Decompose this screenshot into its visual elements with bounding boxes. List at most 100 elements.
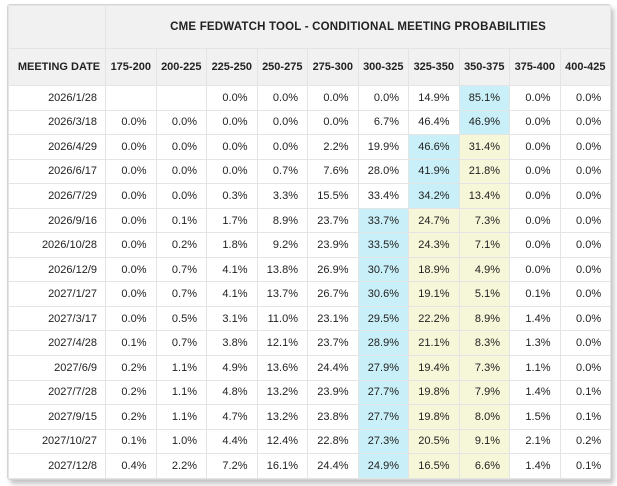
rate-column-header-325-350: 325-350 [408,48,460,86]
probability-cell: 19.4% [408,355,460,381]
probability-cell: 0.0% [105,183,157,209]
meeting-date-cell: 2027/1/27 [8,281,106,307]
meeting-date-cell: 2027/12/8 [8,453,106,479]
probability-cell: 0.0% [155,109,207,136]
probability-cell: 27.7% [357,379,409,406]
probability-cell: 0.0% [155,183,207,209]
probability-cell: 0.0% [256,134,308,160]
probability-cell: 0.0% [105,305,157,332]
meeting-date-cell: 2027/7/28 [8,379,106,406]
probability-cell: 27.7% [357,404,409,430]
probability-cell: 0.1% [509,281,561,307]
probability-cell: 9.1% [458,428,510,455]
probability-cell: 7.9% [458,379,510,406]
probability-cell: 0.0% [206,109,258,136]
probability-cell: 23.9% [307,232,359,258]
probability-cell: 1.0% [155,428,207,455]
probability-cell: 41.9% [408,158,460,185]
meeting-date-cell: 2027/10/27 [8,428,106,455]
probability-cell: 1.1% [155,404,207,430]
probability-cell: 9.2% [256,232,308,258]
probability-cell: 23.8% [307,404,359,430]
probability-cell: 28.9% [357,330,409,357]
rate-column-header-350-375: 350-375 [458,48,510,86]
probability-cell: 1.7% [206,207,258,234]
probability-cell: 0.0% [559,158,612,185]
probability-cell [155,85,207,111]
probability-cell: 1.1% [155,379,207,406]
probability-cell: 0.0% [509,158,561,185]
probability-cell: 0.4% [105,453,157,479]
rate-column-header-300-325: 300-325 [357,48,409,86]
probability-cell: 0.1% [105,428,157,455]
probability-cell: 33.5% [357,232,409,258]
probability-cell: 0.7% [155,330,207,357]
rate-column-header-400-425: 400-425 [559,48,612,86]
meeting-date-cell: 2027/6/9 [8,355,106,381]
probability-cell: 13.7% [256,281,308,307]
meeting-date-cell: 2026/9/16 [8,207,106,234]
table-row: 2027/9/15 0.2% 1.1% 4.7% 13.2% 23.8% 27.7% 19.8… [8,404,612,430]
probability-cell: 26.9% [307,256,359,283]
probability-cell: 0.0% [155,134,207,160]
probability-cell [105,85,157,111]
probability-cell: 8.9% [458,305,510,332]
probability-cell: 13.6% [256,355,308,381]
probability-cell: 0.0% [559,256,612,283]
meeting-date-cell: 2027/4/28 [8,330,106,357]
page-title: CME FEDWATCH TOOL - CONDITIONAL MEETING … [104,5,612,49]
probability-cell: 22.2% [408,305,460,332]
rate-column-header-175-200: 175-200 [105,48,157,86]
table-row: 2026/10/28 0.0% 0.2% 1.8% 9.2% 23.9% 33.5% 24.3… [8,232,612,258]
probability-cell: 26.7% [307,281,359,307]
probability-cell: 0.2% [105,404,157,430]
probability-cell: 0.0% [559,85,612,111]
probability-rows: 2026/1/28 0.0% 0.0% 0.0% 0.0% 14.9% 85.1% 0.0% 0… [8,85,612,479]
probability-cell: 0.0% [509,109,561,136]
probability-cell: 0.3% [206,183,258,209]
probability-cell: 19.8% [408,379,460,406]
probability-cell: 34.2% [408,183,460,209]
probability-cell: 0.0% [206,134,258,160]
probability-cell: 0.0% [559,281,612,307]
probability-cell: 4.8% [206,379,258,406]
probability-cell: 0.1% [559,453,612,479]
rate-column-header-200-225: 200-225 [155,48,207,86]
probability-cell: 0.0% [559,134,612,160]
probability-cell: 7.1% [458,232,510,258]
probability-cell: 0.0% [206,85,258,111]
probability-cell: 0.0% [559,109,612,136]
probability-cell: 0.0% [509,232,561,258]
title-row: CME FEDWATCH TOOL - CONDITIONAL MEETING … [8,5,612,49]
meeting-date-cell: 2027/3/17 [8,305,106,332]
probability-cell: 8.9% [256,207,308,234]
probability-cell: 27.3% [357,428,409,455]
probability-cell: 19.1% [408,281,460,307]
probability-cell: 4.9% [458,256,510,283]
table-row: 2027/7/28 0.2% 1.1% 4.8% 13.2% 23.9% 27.7% 19.8… [8,379,612,406]
probability-cell: 0.0% [256,109,308,136]
table-row: 2026/12/9 0.0% 0.7% 4.1% 13.8% 26.9% 30.7% 18.9… [8,256,612,283]
probability-cell: 0.7% [256,158,308,185]
probability-cell: 0.1% [105,330,157,357]
probability-cell: 15.5% [307,183,359,209]
probability-cell: 0.0% [509,134,561,160]
probability-cell: 0.7% [155,256,207,283]
probability-cell: 0.0% [307,85,359,111]
column-header-row: MEETING DATE 175-200 200-225 225-250 250-27… [8,48,612,86]
probability-cell: 0.0% [509,207,561,234]
probability-cell: 0.0% [559,355,612,381]
probability-cell: 14.9% [408,85,460,111]
meeting-date-cell: 2026/4/29 [8,134,106,160]
probability-cell: 0.0% [559,330,612,357]
probability-cell: 12.4% [256,428,308,455]
probability-cell: 0.1% [559,379,612,406]
probability-cell: 23.9% [307,379,359,406]
meeting-date-cell: 2026/3/18 [8,109,106,136]
probability-cell: 3.1% [206,305,258,332]
probability-cell: 46.9% [458,109,510,136]
probability-cell: 13.8% [256,256,308,283]
probability-cell: 13.2% [256,379,308,406]
conditional-meeting-probabilities-table: CME FEDWATCH TOOL - CONDITIONAL MEETING … [8,5,612,479]
probability-cell: 0.0% [155,158,207,185]
